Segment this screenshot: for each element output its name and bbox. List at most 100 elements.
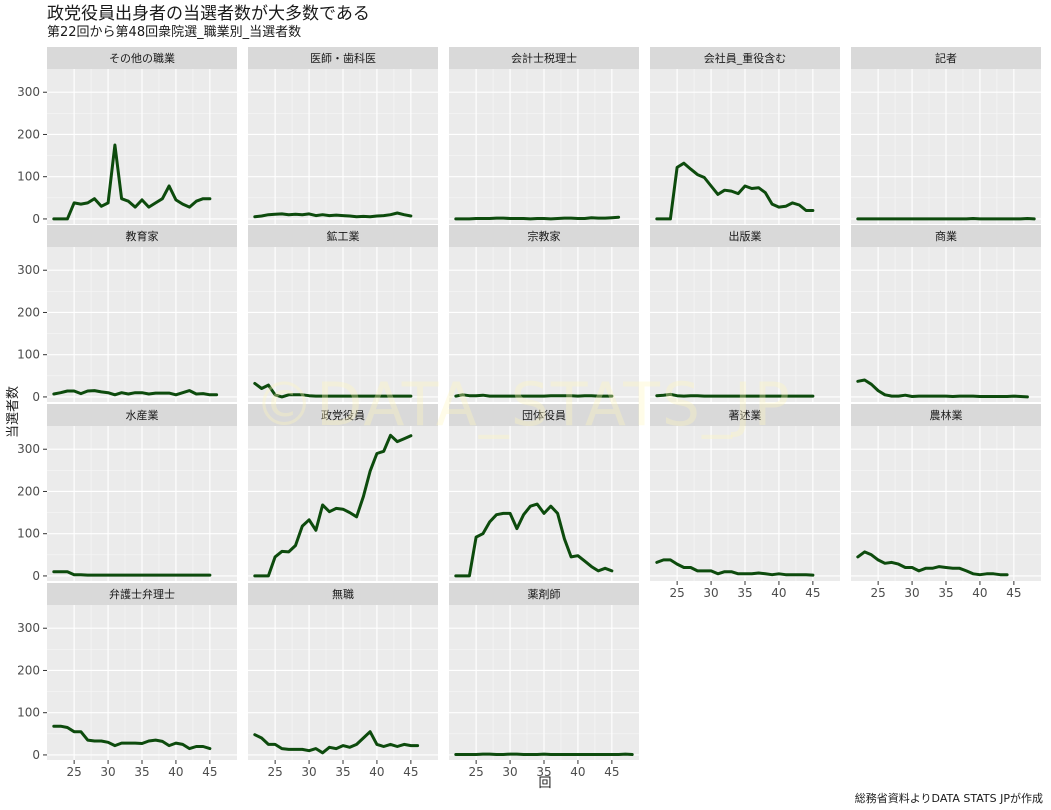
facet-strip-label: 商業 [935,229,957,243]
facet-strip-label: 団体役員 [522,408,566,422]
chart-caption: 総務省資料よりDATA STATS JPが作成 [854,792,1043,805]
y-tick-label: 100 [17,170,40,184]
x-tick-label: 40 [972,586,987,600]
facet-strip-label: 出版業 [729,229,762,243]
x-tick-label: 30 [502,765,517,779]
series-line [253,433,413,578]
x-tick-label: 25 [268,765,283,779]
facet-strip-label: 会社員_重役含む [704,51,787,65]
x-tick-label: 35 [938,586,953,600]
watermark: ©DATA_STATS_JP [254,370,792,440]
x-tick-label: 40 [570,765,585,779]
facet-strip [650,47,840,69]
x-tick-label: 45 [604,765,619,779]
facet-strip [449,47,639,69]
facet-strip [47,47,237,69]
series-line [253,211,413,219]
series-line [52,143,212,221]
y-tick-label: 300 [17,263,40,277]
facet-strip [47,404,237,426]
y-tick-label: 0 [32,748,40,762]
x-tick-label: 30 [301,765,316,779]
facet-strip-label: 農林業 [930,408,963,422]
facet-strip-label: 政党役員 [321,408,365,422]
x-tick-label: 40 [168,765,183,779]
series-line [655,558,815,577]
y-tick-label: 100 [17,527,40,541]
facet-strip [248,583,438,605]
y-tick-label: 100 [17,706,40,720]
facet-strip-label: 会計士税理士 [511,51,577,65]
y-tick-label: 200 [17,484,40,498]
facet-strip-label: 著述業 [729,408,762,422]
facet-strip [248,225,438,247]
facet-strip [248,47,438,69]
series-line [454,215,621,221]
series-line [856,550,1009,577]
facet-strip [851,225,1041,247]
facet-strip-label: 宗教家 [528,229,561,243]
series-line [856,378,1029,399]
series-line [454,393,614,398]
x-tick-label: 25 [67,765,82,779]
y-tick-label: 200 [17,127,40,141]
y-tick-label: 0 [32,569,40,583]
y-tick-label: 0 [32,212,40,226]
facet-strip [47,583,237,605]
y-tick-label: 0 [32,390,40,404]
facet-strip-label: 記者 [935,51,957,65]
facet-strip-label: 教育家 [126,229,159,243]
facet-strip [248,404,438,426]
y-tick-label: 300 [17,442,40,456]
x-tick-label: 45 [805,586,820,600]
y-tick-label: 300 [17,621,40,635]
facet-strip [449,583,639,605]
y-tick-label: 100 [17,348,40,362]
y-tick-label: 200 [17,305,40,319]
series-line [655,161,815,221]
x-tick-label: 25 [670,586,685,600]
x-tick-label: 45 [202,765,217,779]
x-axis-title: 回 [538,776,551,791]
x-tick-label: 35 [536,765,551,779]
facet-strip [851,404,1041,426]
chart-title: 政党役員出身者の当選者数が大多数である [47,4,370,24]
facet-strip [449,225,639,247]
series-line [52,724,212,751]
facet-strip [650,404,840,426]
facet-strip [851,47,1041,69]
facet-strip-label: 医師・歯科医 [310,51,376,65]
facet-strip-label: 弁護士弁理士 [109,587,175,601]
x-tick-label: 25 [871,586,886,600]
facet-strip [650,225,840,247]
y-axis-title: 当選者数 [6,386,21,438]
facet-strip-label: その他の職業 [109,52,175,65]
facet-strip-label: 無職 [332,587,354,601]
x-tick-label: 35 [335,765,350,779]
x-tick-label: 35 [134,765,149,779]
facet-strip-label: 水産業 [126,409,159,422]
x-tick-label: 45 [403,765,418,779]
x-tick-label: 40 [369,765,384,779]
series-line [253,381,413,399]
y-tick-label: 300 [17,85,40,99]
series-line [454,502,614,578]
x-tick-label: 45 [1006,586,1021,600]
series-line [655,392,815,398]
x-tick-label: 30 [100,765,115,779]
facet-strip-label: 鉱工業 [327,229,360,243]
x-tick-label: 30 [904,586,919,600]
facet-strip [449,404,639,426]
x-tick-label: 40 [771,586,786,600]
series-line [253,730,420,755]
facet-strip [47,225,237,247]
x-tick-label: 25 [469,765,484,779]
series-line [52,389,219,397]
facet-strip-label: 薬剤師 [528,587,561,601]
x-tick-label: 35 [737,586,752,600]
y-tick-label: 200 [17,663,40,677]
series-line [52,570,212,577]
x-tick-label: 30 [703,586,718,600]
chart-subtitle: 第22回から第48回衆院選_職業別_当選者数 [47,25,302,40]
